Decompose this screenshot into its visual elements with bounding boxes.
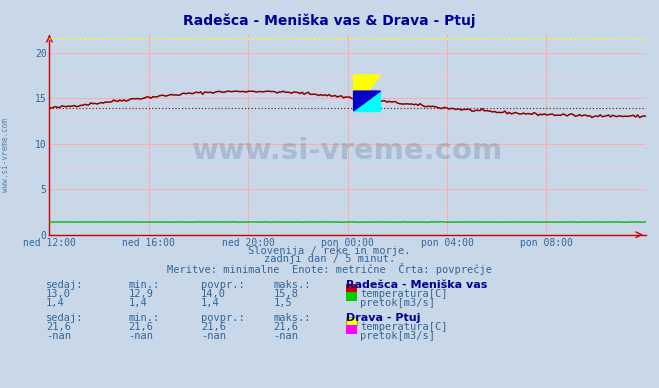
Text: 1,4: 1,4 bbox=[46, 298, 65, 308]
Text: 14,0: 14,0 bbox=[201, 289, 226, 299]
Polygon shape bbox=[354, 91, 380, 111]
Text: Drava - Ptuj: Drava - Ptuj bbox=[346, 313, 420, 323]
Text: 1,4: 1,4 bbox=[201, 298, 219, 308]
Text: sedaj:: sedaj: bbox=[46, 313, 84, 323]
Text: Radešca - Meniška vas & Drava - Ptuj: Radešca - Meniška vas & Drava - Ptuj bbox=[183, 14, 476, 28]
Text: 21,6: 21,6 bbox=[273, 322, 299, 332]
Text: zadnji dan / 5 minut.: zadnji dan / 5 minut. bbox=[264, 254, 395, 264]
Text: min.:: min.: bbox=[129, 280, 159, 290]
Text: 21,6: 21,6 bbox=[46, 322, 71, 332]
Text: www.si-vreme.com: www.si-vreme.com bbox=[192, 137, 503, 165]
Text: Slovenija / reke in morje.: Slovenija / reke in morje. bbox=[248, 246, 411, 256]
Text: -nan: -nan bbox=[201, 331, 226, 341]
Text: Radešca - Meniška vas: Radešca - Meniška vas bbox=[346, 280, 488, 290]
Text: 21,6: 21,6 bbox=[129, 322, 154, 332]
Text: maks.:: maks.: bbox=[273, 313, 311, 323]
Text: 1,5: 1,5 bbox=[273, 298, 292, 308]
Text: povpr.:: povpr.: bbox=[201, 280, 244, 290]
Text: sedaj:: sedaj: bbox=[46, 280, 84, 290]
Text: povpr.:: povpr.: bbox=[201, 313, 244, 323]
Text: 21,6: 21,6 bbox=[201, 322, 226, 332]
Text: min.:: min.: bbox=[129, 313, 159, 323]
Text: Meritve: minimalne  Enote: metrične  Črta: povprečje: Meritve: minimalne Enote: metrične Črta:… bbox=[167, 263, 492, 275]
Text: 15,8: 15,8 bbox=[273, 289, 299, 299]
Text: 13,0: 13,0 bbox=[46, 289, 71, 299]
Text: maks.:: maks.: bbox=[273, 280, 311, 290]
Text: pretok[m3/s]: pretok[m3/s] bbox=[360, 298, 436, 308]
Polygon shape bbox=[354, 91, 380, 111]
Text: 1,4: 1,4 bbox=[129, 298, 147, 308]
Text: -nan: -nan bbox=[273, 331, 299, 341]
Polygon shape bbox=[354, 75, 380, 111]
Text: -nan: -nan bbox=[46, 331, 71, 341]
Text: -nan: -nan bbox=[129, 331, 154, 341]
Text: temperatura[C]: temperatura[C] bbox=[360, 289, 448, 299]
Text: 12,9: 12,9 bbox=[129, 289, 154, 299]
Text: www.si-vreme.com: www.si-vreme.com bbox=[1, 118, 10, 192]
Text: pretok[m3/s]: pretok[m3/s] bbox=[360, 331, 436, 341]
Text: temperatura[C]: temperatura[C] bbox=[360, 322, 448, 332]
